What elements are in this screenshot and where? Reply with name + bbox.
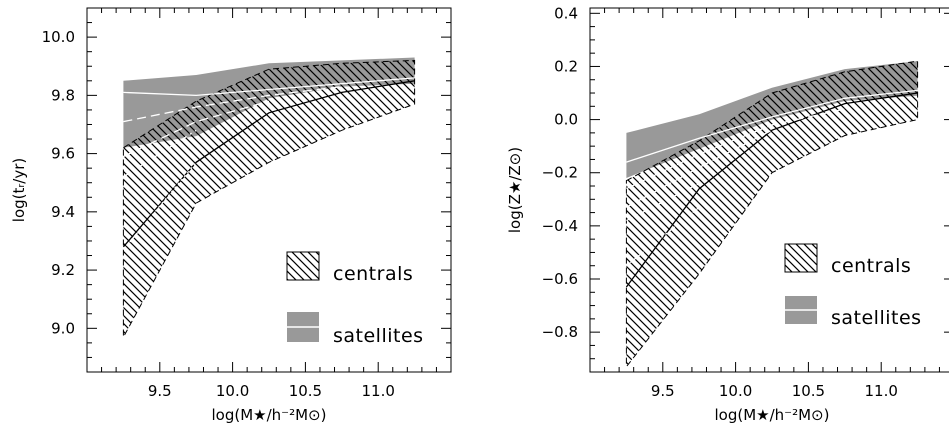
y-tick-label: 10.0 [42, 28, 75, 46]
y-tick-label: 9.4 [51, 203, 75, 221]
panel-right-xlabel: log(M★/h⁻²M⊙) [715, 406, 830, 424]
legend-satellites-label: satellites [831, 307, 922, 329]
panel-left-plot [122, 57, 416, 338]
series-line-dashed [626, 108, 845, 190]
y-tick-label: 0.0 [554, 111, 578, 129]
x-tick-label: 9.5 [651, 382, 675, 400]
panel-right-frame [589, 7, 949, 373]
y-tick-label: −0.2 [542, 164, 578, 182]
x-tick-label: 10.0 [216, 382, 249, 400]
x-tick-label: 10.5 [289, 382, 322, 400]
series-line-dashed [123, 100, 270, 158]
x-tick-label: 11.0 [864, 382, 897, 400]
x-tick-label: 10.0 [719, 382, 752, 400]
panel-left-ylabel: log(tᵣ/yr) [10, 158, 28, 222]
legend-centrals-swatch [286, 251, 320, 281]
series-line-dashed [123, 85, 342, 123]
y-tick-label: 0.4 [554, 4, 578, 22]
panel-left: 9.5 10.0 10.5 11.0 9.0 9.2 9.4 9.6 9.8 10.0 log(M… [10, 7, 452, 424]
panel-right-ylabel: log(Z★/Z⊙) [506, 147, 524, 233]
series-line-dashdot [626, 182, 700, 222]
y-tick-label: −0.4 [542, 217, 578, 235]
panel-left-ticks: 9.5 10.0 10.5 11.0 9.0 9.2 9.4 9.6 9.8 10.0 [42, 7, 451, 400]
x-tick-label: 10.5 [792, 382, 825, 400]
legend-centrals-label: centrals [831, 255, 911, 277]
panel-left-frame [86, 7, 452, 373]
centrals-band [122, 59, 416, 338]
y-tick-label: 9.2 [51, 261, 75, 279]
y-tick-label: 9.0 [51, 319, 75, 337]
y-tick-label: 0.2 [554, 57, 578, 75]
legend-centrals-swatch [784, 243, 818, 273]
centrals-band [625, 60, 919, 369]
series-line-solid [625, 92, 918, 288]
y-tick-label: 9.6 [51, 145, 75, 163]
panel-left-xlabel: log(M★/h⁻²M⊙) [212, 406, 327, 424]
series-line-dashdot [123, 129, 197, 178]
panel-left-legend: centrals satellites [286, 251, 424, 347]
legend-centrals-label: centrals [333, 263, 413, 285]
y-tick-label: 9.8 [51, 86, 75, 104]
panel-right: 9.5 10.0 10.5 11.0 −0.8 −0.6 −0.4 −0.2 0.0 0.2 0.4… [506, 4, 949, 424]
series-line-dotted [625, 206, 700, 267]
x-tick-label: 11.0 [361, 382, 394, 400]
series-line-solid [123, 77, 415, 97]
y-tick-label: −0.8 [542, 323, 578, 341]
panel-right-ticks: 9.5 10.0 10.5 11.0 −0.8 −0.6 −0.4 −0.2 0.0 0.2 0.4 [542, 4, 949, 400]
panel-right-plot [625, 60, 919, 369]
y-tick-label: −0.6 [542, 270, 578, 288]
legend-satellites-label: satellites [333, 325, 424, 347]
x-tick-label: 9.5 [148, 382, 172, 400]
panel-right-legend: centrals satellites [784, 243, 922, 329]
series-line-dotted [122, 161, 197, 251]
series-line-solid [626, 89, 918, 163]
